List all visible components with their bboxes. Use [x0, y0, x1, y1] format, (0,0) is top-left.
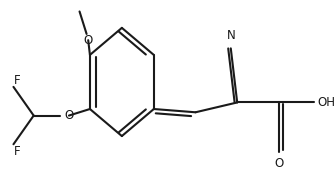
Text: O: O	[84, 34, 93, 47]
Text: O: O	[64, 109, 74, 122]
Text: F: F	[14, 74, 21, 87]
Text: F: F	[14, 145, 21, 158]
Text: N: N	[226, 29, 235, 42]
Text: O: O	[274, 156, 284, 170]
Text: OH: OH	[318, 96, 335, 109]
